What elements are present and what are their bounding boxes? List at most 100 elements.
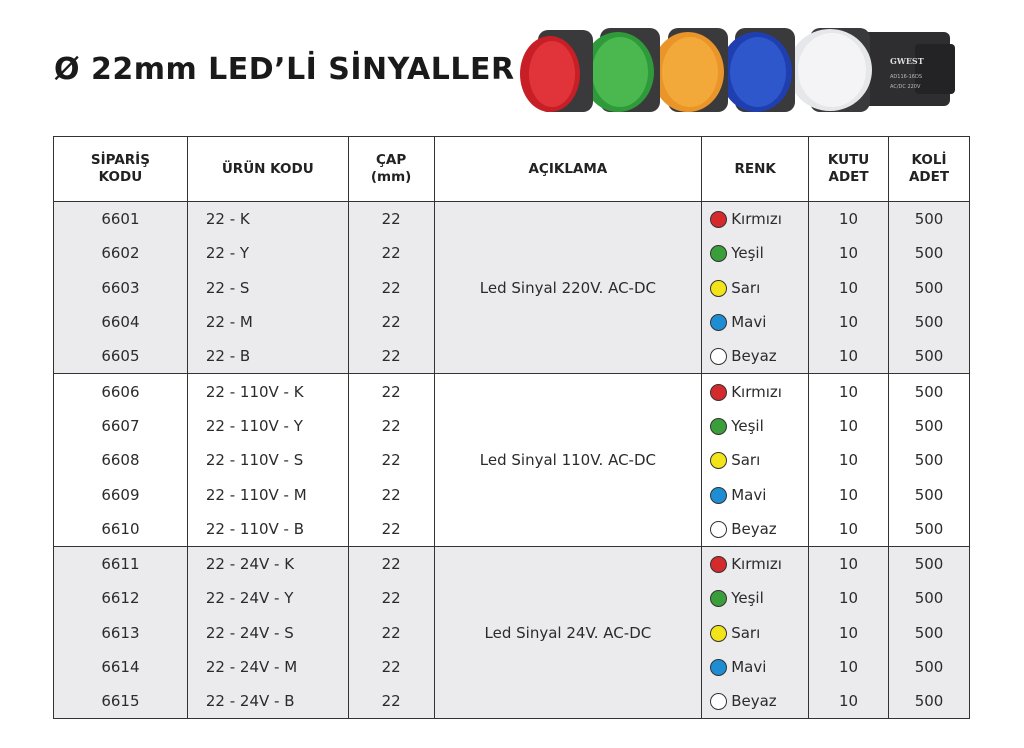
urun-kodu-cell: 22 - 110V - B xyxy=(186,511,349,547)
cap-cell: 22 xyxy=(347,443,435,478)
color-label: Mavi xyxy=(731,485,767,504)
kutu-adet-cell: 10 xyxy=(808,270,890,305)
cap-cell: 22 xyxy=(347,304,435,340)
renk-cell: Yeşil xyxy=(701,408,810,444)
urun-kodu-cell: 22 - M xyxy=(186,304,349,340)
koli-adet-cell: 500 xyxy=(888,270,970,305)
color-swatch-icon xyxy=(710,452,728,470)
koli-adet-cell: 500 xyxy=(888,373,970,409)
cap-cell: 22 xyxy=(347,511,435,547)
lamp-green xyxy=(582,28,660,112)
table-row: 6613 22 - 24V - S 22 Sarı 10 500 xyxy=(53,615,970,650)
renk-cell: Kırmızı xyxy=(701,373,810,409)
table-row: 6615 22 - 24V - B 22 Beyaz 10 500 xyxy=(53,684,970,720)
product-table: SİPARİŞ KODU ÜRÜN KODU ÇAP (mm) AÇIKLAMA R… xyxy=(53,136,970,720)
color-label: Sarı xyxy=(731,278,761,297)
color-label: Beyaz xyxy=(731,519,777,538)
aciklama-cell: Led Sinyal 220V. AC-DC xyxy=(433,201,703,375)
siparis-kodu-cell: 6608 xyxy=(53,443,188,478)
color-swatch-icon xyxy=(710,590,728,608)
urun-kodu-cell: 22 - K xyxy=(186,201,349,237)
koli-adet-cell: 500 xyxy=(888,684,970,720)
color-swatch-icon xyxy=(710,383,728,401)
color-swatch-icon xyxy=(710,245,728,263)
aciklama-cell: Led Sinyal 24V. AC-DC xyxy=(433,546,703,720)
kutu-adet-cell: 10 xyxy=(808,615,890,650)
renk-cell: Yeşil xyxy=(701,581,810,616)
kutu-adet-cell: 10 xyxy=(808,408,890,444)
header-cap: ÇAP (mm) xyxy=(347,136,435,202)
koli-adet-cell: 500 xyxy=(888,615,970,650)
table-row: 6604 22 - M 22 Mavi 10 500 xyxy=(53,304,970,340)
color-label: Mavi xyxy=(731,313,767,332)
color-label: Yeşil xyxy=(731,416,764,435)
table-row: 6611 22 - 24V - K 22 Led Sinyal 24V. AC-DC K… xyxy=(53,546,970,720)
kutu-adet-cell: 10 xyxy=(808,304,890,340)
lamp-blue xyxy=(720,28,795,112)
color-swatch-icon xyxy=(710,348,728,366)
urun-kodu-cell: 22 - 110V - S xyxy=(186,443,349,478)
color-label: Yeşil xyxy=(731,589,764,608)
header-urun-kodu: ÜRÜN KODU xyxy=(186,136,349,202)
urun-kodu-cell: 22 - 24V - M xyxy=(186,649,349,685)
renk-cell: Mavi xyxy=(701,477,810,512)
renk-cell: Sarı xyxy=(701,615,810,650)
urun-kodu-cell: 22 - 110V - K xyxy=(186,373,349,409)
color-label: Kırmızı xyxy=(731,382,782,401)
kutu-adet-cell: 10 xyxy=(808,581,890,616)
renk-cell: Beyaz xyxy=(701,339,810,375)
siparis-kodu-cell: 6605 xyxy=(53,339,188,375)
cap-cell: 22 xyxy=(347,236,435,271)
color-swatch-icon xyxy=(710,279,728,297)
cap-cell: 22 xyxy=(347,684,435,720)
header-kutu-adet: KUTU ADET xyxy=(808,136,890,202)
siparis-kodu-cell: 6604 xyxy=(53,304,188,340)
cap-cell: 22 xyxy=(347,339,435,375)
urun-kodu-cell: 22 - S xyxy=(186,270,349,305)
color-swatch-icon xyxy=(710,693,728,711)
color-swatch-icon xyxy=(710,659,728,676)
color-swatch-icon xyxy=(710,556,728,574)
header-renk: RENK xyxy=(701,136,810,202)
table-header: SİPARİŞ KODU ÜRÜN KODU ÇAP (mm) AÇIKLAMA R… xyxy=(53,136,970,202)
kutu-adet-cell: 10 xyxy=(808,684,890,720)
koli-adet-cell: 500 xyxy=(888,339,970,375)
urun-kodu-cell: 22 - 110V - Y xyxy=(186,408,349,444)
table-row: 6605 22 - B 22 Beyaz 10 500 xyxy=(53,339,970,375)
urun-kodu-cell: 22 - 24V - S xyxy=(186,615,349,650)
color-label: Kırmızı xyxy=(731,210,782,229)
color-label: Sarı xyxy=(731,623,761,642)
color-swatch-icon xyxy=(710,211,728,229)
renk-cell: Sarı xyxy=(701,270,810,305)
table-row: 6607 22 - 110V - Y 22 Yeşil 10 500 xyxy=(53,408,970,444)
renk-cell: Yeşil xyxy=(701,236,810,271)
table-row: 6612 22 - 24V - Y 22 Yeşil 10 500 xyxy=(53,581,970,616)
koli-adet-cell: 500 xyxy=(888,511,970,547)
siparis-kodu-cell: 6601 xyxy=(53,201,188,237)
svg-text:AC/DC 220V: AC/DC 220V xyxy=(890,84,921,90)
koli-adet-cell: 500 xyxy=(888,477,970,512)
svg-text:AD116-16DS: AD116-16DS xyxy=(890,74,922,80)
kutu-adet-cell: 10 xyxy=(808,236,890,271)
color-label: Mavi xyxy=(731,658,767,676)
koli-adet-cell: 500 xyxy=(888,443,970,478)
siparis-kodu-cell: 6613 xyxy=(53,615,188,650)
koli-adet-cell: 500 xyxy=(888,201,970,237)
renk-cell: Beyaz xyxy=(701,511,810,547)
header-aciklama: AÇIKLAMA xyxy=(433,136,703,202)
koli-adet-cell: 500 xyxy=(888,546,970,582)
color-swatch-icon xyxy=(710,314,728,332)
cap-cell: 22 xyxy=(347,201,435,237)
siparis-kodu-cell: 6612 xyxy=(53,581,188,616)
siparis-kodu-cell: 6615 xyxy=(53,684,188,720)
color-swatch-icon xyxy=(710,486,728,504)
table-row: 6606 22 - 110V - K 22 Led Sinyal 110V. AC-D… xyxy=(53,373,970,547)
siparis-kodu-cell: 6602 xyxy=(53,236,188,271)
koli-adet-cell: 500 xyxy=(888,581,970,616)
urun-kodu-cell: 22 - 24V - Y xyxy=(186,581,349,616)
siparis-kodu-cell: 6607 xyxy=(53,408,188,444)
kutu-adet-cell: 10 xyxy=(808,511,890,547)
kutu-adet-cell: 10 xyxy=(808,201,890,237)
color-label: Sarı xyxy=(731,451,761,470)
koli-adet-cell: 500 xyxy=(888,304,970,340)
